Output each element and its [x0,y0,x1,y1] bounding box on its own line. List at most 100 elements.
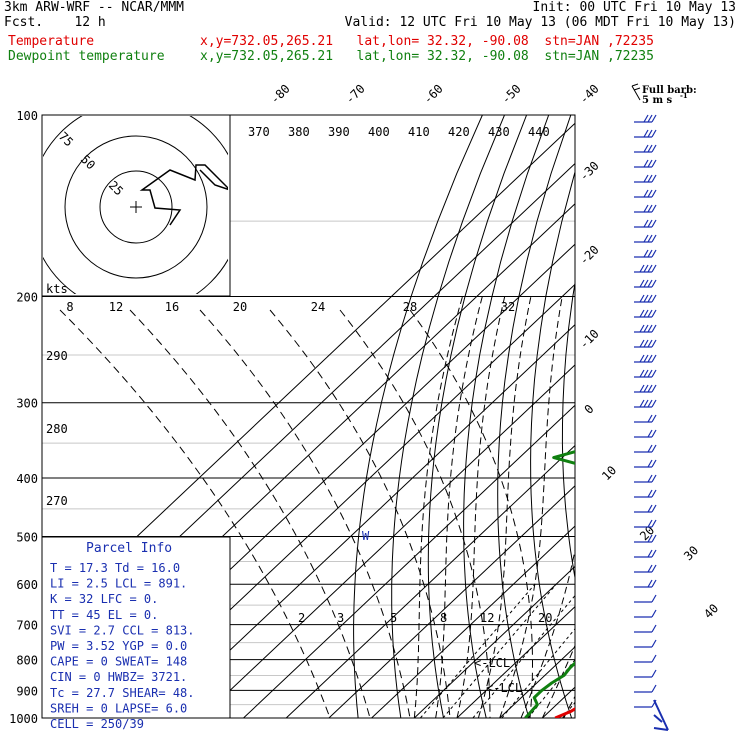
moist-adiabat [477,296,532,718]
wind-barb [634,144,657,153]
isotherm-line [413,565,575,718]
isotherm-label: -70 [343,82,368,107]
parcel-info-row: LI = 2.5 LCL = 891. [50,577,187,591]
wind-barb [634,684,657,693]
speed-arc [409,309,533,718]
mixing-ratio-label: 3 [337,611,344,625]
wind-barb [634,129,657,138]
mixing-ratio-label: 12 [480,611,494,625]
wind-barb [634,429,657,438]
wind-barb [634,594,657,603]
dry-adiabat [463,115,550,718]
wind-barb [634,264,657,273]
isotherm-line [542,686,575,718]
wind-barb [634,699,657,708]
wind-barb [634,204,657,213]
isotherm-label: 20 [637,523,657,543]
model-title: 3km ARW-WRF -- NCAR/MMM [4,0,185,15]
wind-barb [634,609,657,618]
lcl-marker: <-LCL [474,656,510,670]
dry-adiabat [708,115,740,718]
parcel-info-row: T = 17.3 Td = 16.0 [50,561,180,575]
dry-adiabat-label: 270 [46,494,68,508]
surface-wind-barb [653,699,669,731]
dry-adiabat-label: 290 [46,349,68,363]
isotherm-line [243,404,575,718]
dry-adiabat [497,115,572,718]
temperature-location-info: x,y=732.05,265.21 lat,lon= 32.32, -90.08… [200,34,654,49]
wind-barb [634,234,657,243]
pressure-tick-label: 300 [16,397,38,411]
barb-legend-icon [631,83,641,101]
wind-barb [634,519,657,528]
parcel-info-row: SREH = 0 LAPSE= 6.0 [50,701,187,715]
wind-barb [634,339,657,348]
dry-adiabat [561,280,575,581]
speed-scale-label: 28 [403,300,417,314]
dry-adiabat-label: 280 [46,422,68,436]
isotherm-label: -40 [577,82,602,107]
moist-adiabat [541,644,575,718]
wind-barb [634,624,657,633]
parcel-info-row: CIN = 0 HWBZ= 3721. [50,670,187,684]
isotherm-label: 10 [599,463,619,483]
barb-legend-line1: Full barb: [642,85,697,96]
parcel-info-row: Tc = 27.7 SHEAR= 48. [50,686,195,700]
isotherm-line [499,646,575,718]
wind-barb [634,459,657,468]
mixing-ratio-label: 8 [440,611,447,625]
hodograph-center [130,201,142,213]
isotherm-line [456,605,575,718]
wind-barb [634,309,657,318]
isotherm-line [328,485,575,718]
moist-adiabat [607,297,740,719]
isotherm-label: -20 [577,243,602,268]
hodograph-units: kts [46,282,68,296]
theta-label: 440 [528,125,550,139]
wind-barb [634,669,657,678]
parcel-info-row: TT = 45 EL = 0. [50,608,158,622]
pressure-tick-label: 400 [16,472,38,486]
isotherm-label: -60 [421,82,446,107]
isotherm-label: -50 [499,82,524,107]
speed-arc [339,309,491,718]
mixing-ratio-line [501,628,575,718]
wind-barb [634,249,657,258]
speed-arc [129,309,371,718]
isotherm-line [157,324,575,718]
isotherm-label: -30 [577,159,602,184]
dry-adiabat [427,115,528,718]
speed-scale-label: 8 [66,300,73,314]
dewpoint-legend-label: Dewpoint temperature [8,49,165,64]
speed-scale-label: 16 [165,300,179,314]
parcel-info-row: K = 32 LFC = 0. [50,592,158,606]
pressure-tick-label: 600 [16,578,38,592]
wind-barb [634,324,657,333]
dry-adiabat [391,115,505,718]
temperature-legend-label: Temperature [8,34,95,49]
wind-barb [634,114,657,123]
wind-barb [634,354,657,363]
lcl-marker: <-LCL [486,681,522,695]
theta-label: 390 [328,125,350,139]
pressure-tick-label: 100 [16,109,38,123]
speed-arc [269,309,451,718]
hodograph-ring [64,135,208,279]
parcel-info-panel [41,536,231,719]
isotherm-line [671,115,740,718]
speed-scale-label: 20 [233,300,247,314]
speed-scale-label: 32 [501,300,515,314]
pressure-tick-label: 200 [16,291,38,305]
wind-barb [634,489,657,498]
wind-barb [634,279,657,288]
wind-barb [634,474,657,483]
isotherm-label: -10 [577,327,602,352]
pressure-tick-label: 700 [16,619,38,633]
wind-barb [634,549,657,558]
dry-adiabat [353,115,483,718]
pressure-tick-label: 500 [16,530,38,544]
parcel-info-row: CELL = 250/39 [50,717,144,731]
wind-barb [634,639,657,648]
